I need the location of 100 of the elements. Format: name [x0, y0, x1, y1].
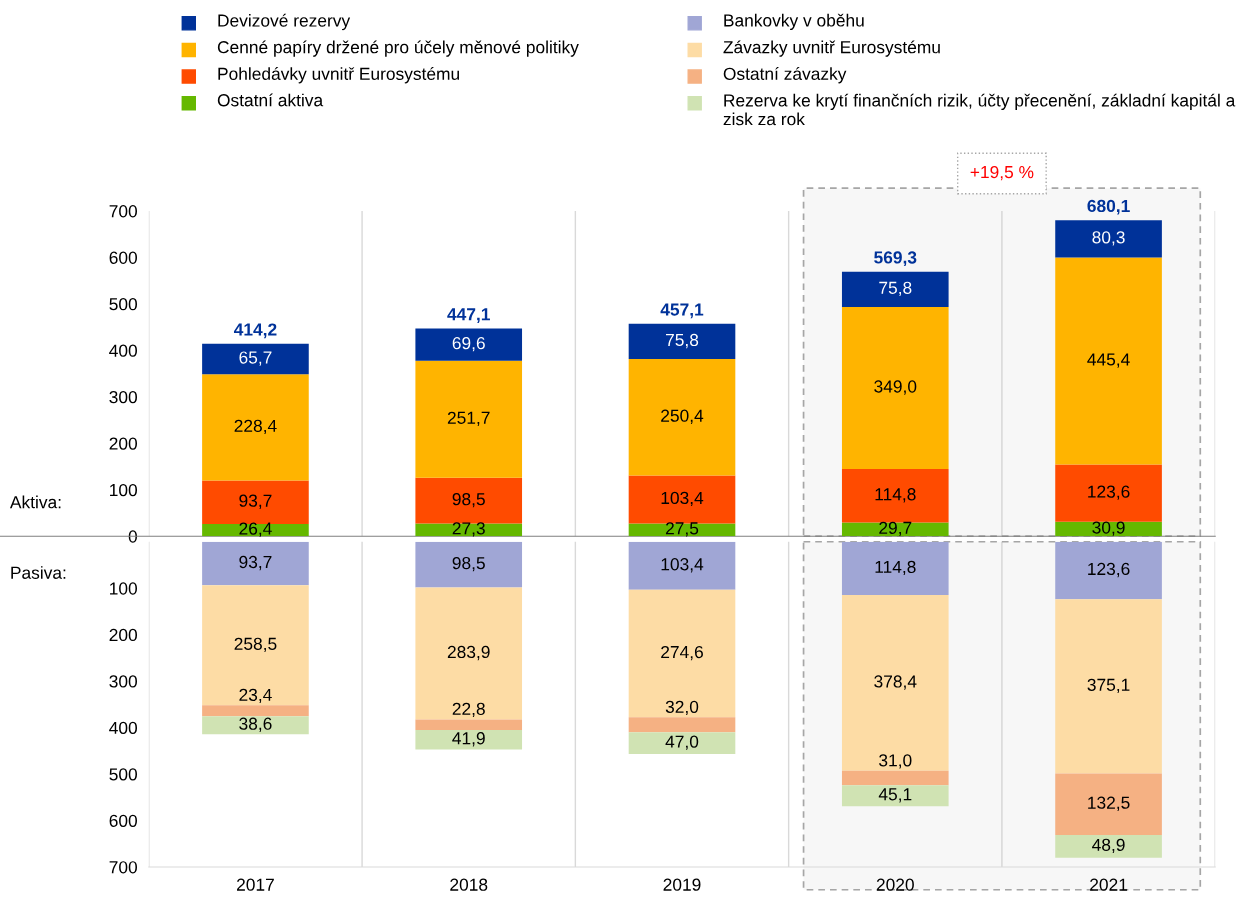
legend-label: Závazky uvnitř Eurosystému — [723, 40, 940, 57]
bar — [415, 360, 523, 478]
bar — [628, 541, 736, 590]
data-label: 114,8 — [875, 560, 916, 576]
text: Pasiva: — [11, 566, 66, 579]
x-tick-label: 2021 — [1090, 878, 1128, 891]
bar — [628, 717, 736, 733]
data-label: 123,6 — [1088, 485, 1130, 500]
legend-label: Ostatní aktiva — [217, 93, 324, 107]
bar — [628, 732, 736, 755]
bar — [1055, 257, 1162, 465]
legend-label: Cenné papíry držené pro účely měnové politiky — [217, 40, 579, 57]
y-tick-label: 400 — [109, 344, 138, 357]
bar — [202, 343, 309, 375]
legend-label: Devizové rezervy — [218, 13, 351, 31]
data-label: 75,8 — [666, 333, 699, 349]
data-label: 80,3 — [1092, 231, 1125, 246]
data-label: 378,4 — [874, 675, 917, 690]
y-tick-label: 400 — [109, 721, 138, 735]
total-label: 414,2 — [233, 323, 277, 339]
y-tick-label: 100 — [110, 582, 138, 595]
data-label: 23,4 — [239, 688, 272, 704]
bar — [202, 716, 309, 735]
x-tick-label: 2018 — [450, 878, 488, 891]
data-label: 283,9 — [447, 645, 490, 661]
data-label: 30,9 — [1092, 521, 1125, 536]
data-label: 22,8 — [452, 702, 485, 718]
data-label: 274,6 — [661, 645, 703, 661]
bar — [841, 770, 949, 786]
bar — [1055, 834, 1162, 858]
data-label: 103,4 — [661, 558, 704, 573]
bar — [202, 523, 309, 537]
bar — [1055, 521, 1162, 537]
bar — [841, 306, 949, 470]
data-label: 445,4 — [1087, 353, 1130, 368]
bar — [628, 523, 736, 537]
data-label: 258,5 — [234, 637, 277, 653]
data-label: 32,0 — [665, 700, 699, 716]
data-label: 47,0 — [665, 735, 699, 750]
y-tick-label: 300 — [109, 390, 138, 404]
data-label: 31,0 — [879, 754, 912, 769]
total-label: 569,3 — [874, 251, 917, 267]
total-label: 680,1 — [1087, 199, 1130, 215]
bar — [202, 480, 309, 524]
legend-label: Pohledávky uvnitř Eurosystému — [218, 67, 460, 84]
bar — [1055, 773, 1162, 835]
data-label: 48,9 — [1092, 838, 1125, 854]
data-label: 29,7 — [879, 521, 912, 537]
y-tick-label: 500 — [109, 768, 138, 781]
bar — [628, 475, 736, 524]
data-label: 103,4 — [661, 491, 704, 507]
data-label: 228,4 — [234, 419, 277, 435]
y-tick-label: 500 — [109, 298, 138, 311]
bar — [628, 323, 736, 360]
data-label: 93,7 — [239, 555, 272, 571]
bar — [202, 705, 309, 717]
data-label: 349,0 — [874, 380, 917, 395]
data-label: 250,4 — [661, 409, 704, 424]
data-label: 98,5 — [452, 493, 485, 508]
y-tick-label: 600 — [109, 814, 138, 827]
data-label: 98,5 — [452, 556, 485, 572]
legend-label: Rezerva ke krytí finančních rizik, účty přecenění, základní kapitál a zisk za rok — [723, 93, 1236, 126]
y-tick-label: 700 — [109, 205, 138, 218]
data-label: 375,1 — [1087, 678, 1130, 693]
bar — [202, 374, 309, 481]
bar — [841, 595, 949, 771]
legend-label: Bankovky v oběhu — [724, 13, 864, 31]
data-label: 132,5 — [1088, 796, 1130, 811]
bar — [1055, 599, 1162, 774]
bar — [202, 585, 309, 706]
bar — [415, 729, 523, 750]
bar — [841, 541, 949, 596]
y-tick-label: 700 — [109, 861, 138, 874]
data-label: 75,8 — [879, 281, 912, 297]
data-label: 45,1 — [878, 788, 912, 803]
legend-label: Ostatní závazky — [723, 67, 847, 84]
bar — [1055, 541, 1162, 600]
bar — [628, 589, 736, 718]
y-tick-label: 200 — [109, 628, 138, 642]
data-label: 65,7 — [239, 351, 272, 366]
y-tick-label: 300 — [109, 675, 138, 688]
band-label: +19,5 % — [970, 165, 1034, 181]
data-label: 41,9 — [452, 732, 485, 747]
data-label: 251,7 — [447, 411, 490, 426]
bar — [415, 523, 523, 537]
bar — [415, 541, 523, 588]
data-label: 27,3 — [452, 522, 485, 537]
bar — [1055, 464, 1162, 522]
data-label: 93,7 — [239, 494, 272, 509]
y-tick-label: 100 — [110, 483, 138, 497]
x-tick-label: 2020 — [876, 878, 914, 891]
data-label: 27,5 — [665, 522, 699, 537]
data-label: 38,6 — [239, 717, 272, 732]
data-label: 69,6 — [452, 337, 485, 352]
bar — [841, 785, 949, 807]
bar — [415, 477, 523, 524]
x-tick-label: 2019 — [663, 878, 701, 891]
data-label: 26,4 — [239, 522, 272, 537]
data-label: 123,6 — [1088, 562, 1130, 578]
y-tick-label: 200 — [109, 437, 138, 450]
